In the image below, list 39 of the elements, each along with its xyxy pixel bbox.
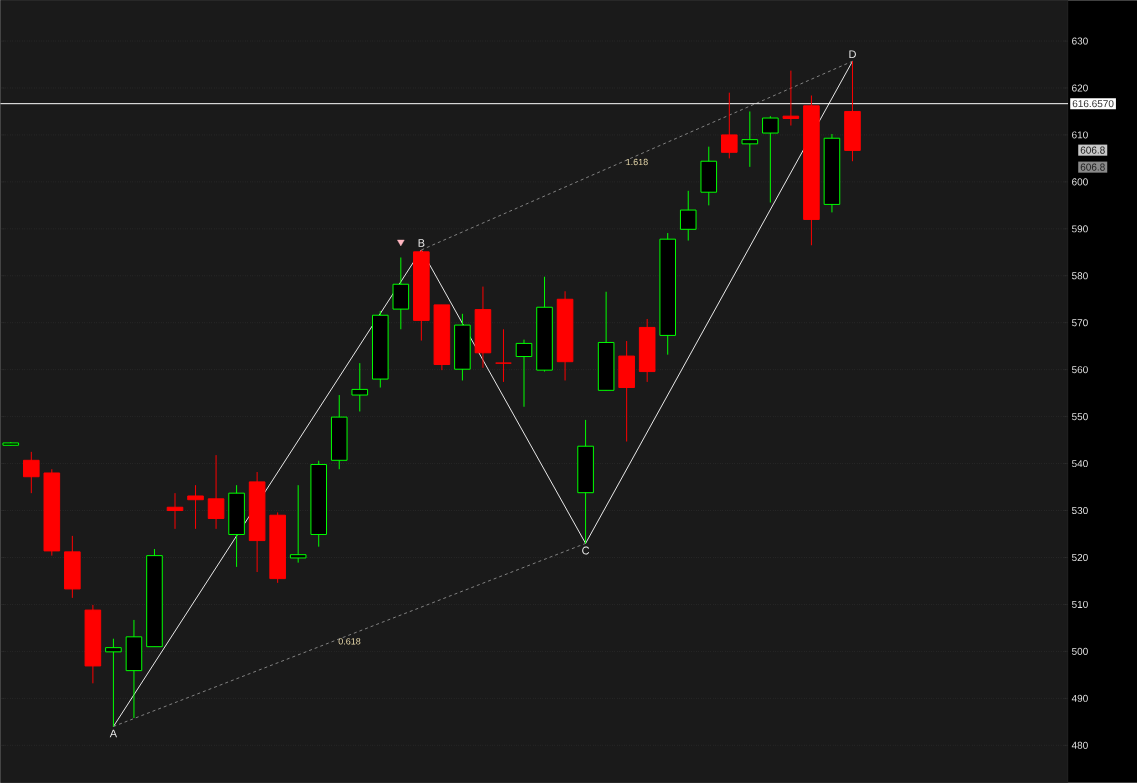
y-tick-label: 560 [1071,366,1088,374]
y-tick-label: 610 [1072,131,1088,139]
candlestick [207,454,225,530]
y-tick-label: 520 [1071,553,1088,562]
data-label: B [418,239,425,247]
candlestick [741,110,759,168]
text: 606.8 [1080,163,1105,171]
y-tick-label: 540 [1071,460,1088,468]
candlestick [721,92,738,159]
y-tick-label: 600 [1072,178,1088,186]
candlestick [762,115,779,204]
candlestick [782,70,800,127]
candlestick [679,190,697,242]
data-label: D [849,50,856,59]
y-tick-label: 620 [1072,84,1088,92]
y-tick-label: 510 [1071,600,1088,608]
y-tick-label: 570 [1071,319,1088,327]
y-tick-label: 490 [1071,694,1088,702]
y-tick-label: 500 [1071,647,1088,655]
y-tick-label: 630 [1072,37,1088,45]
candlestick [289,484,307,564]
candlestick [351,362,369,412]
candlestick [23,451,40,494]
y-tick-label: 590 [1071,225,1088,233]
series-label: 1.618 [626,158,648,166]
text: 606.8 [1080,146,1105,154]
y-tick-label: 530 [1071,506,1088,515]
candlestick [105,638,122,727]
y-tick-label: 580 [1071,272,1088,280]
data-label: C [582,546,590,555]
ref-line-label: 616.6570 [1072,100,1114,108]
candlestick [515,339,533,408]
candlestick [187,484,204,530]
data-label: A [109,729,118,738]
candlestick [495,328,512,383]
candlestick [166,492,184,530]
y-tick-label: 480 [1071,741,1088,749]
y-tick-label: 550 [1071,413,1088,421]
series-label: 0.618 [338,638,361,645]
